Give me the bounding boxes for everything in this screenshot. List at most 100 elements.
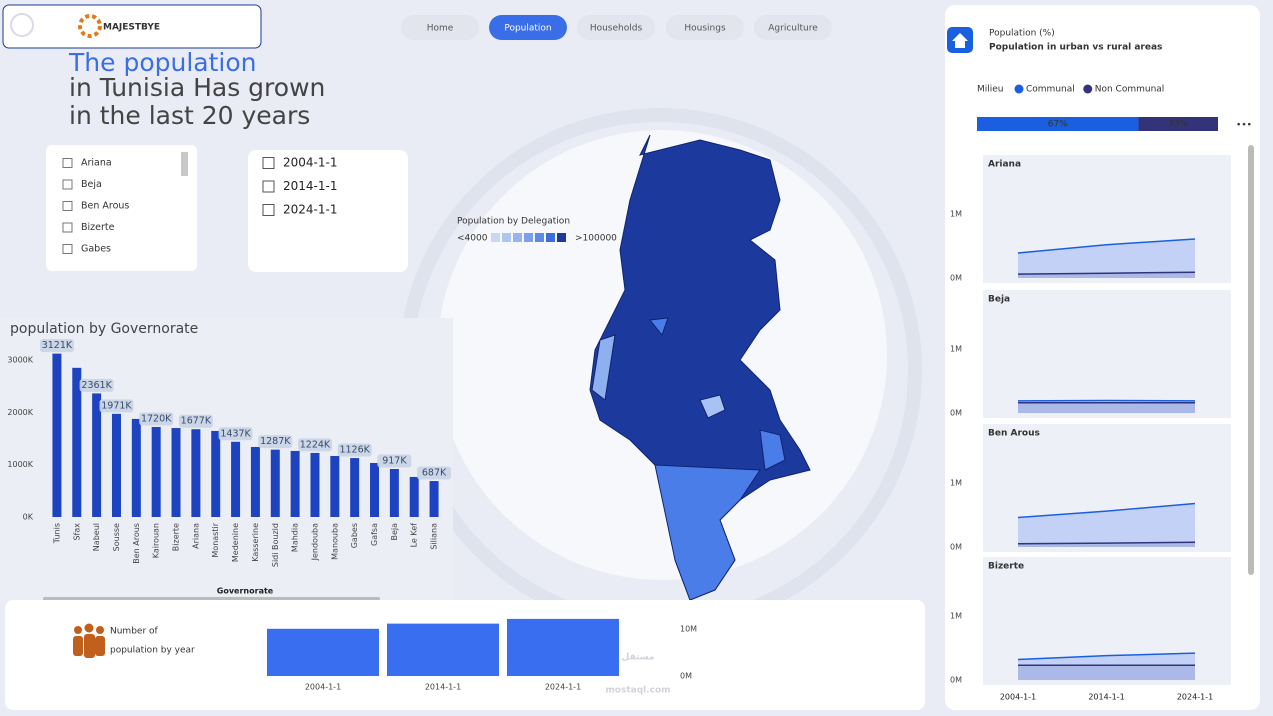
checkbox[interactable] [262, 204, 275, 216]
chart-title: Population in urban vs rural areas [989, 43, 1162, 53]
nav-tab-label: Home [427, 24, 454, 34]
x-tick-label: Kasserine [251, 523, 260, 562]
bar[interactable] [72, 367, 82, 517]
bar[interactable] [290, 450, 300, 517]
bar[interactable] [429, 481, 439, 517]
more-options[interactable]: ••• [1236, 121, 1252, 131]
data-label: 1224K [300, 439, 331, 450]
line[interactable] [1017, 541, 1196, 545]
bar[interactable] [231, 441, 241, 517]
area [1018, 272, 1195, 278]
y-tick-label: 3000K [7, 355, 33, 364]
x-tick-label: Sousse [112, 523, 121, 551]
bar[interactable] [111, 413, 121, 517]
data-label: 33% [1168, 120, 1188, 130]
checkbox[interactable] [62, 179, 73, 190]
y-tick-label: 0M [950, 409, 962, 418]
bar[interactable] [370, 462, 380, 517]
nav-tab[interactable] [754, 15, 832, 40]
y-tick-label: 1000K [7, 460, 33, 469]
x-tick-label: Ariana [191, 523, 200, 549]
logo-text: MAJESTBYE [103, 23, 160, 33]
y-tick-label: 0M [950, 676, 962, 685]
data-label-bg [39, 339, 74, 353]
area [1018, 503, 1195, 547]
bar[interactable] [270, 449, 280, 517]
bar[interactable] [250, 446, 260, 517]
chart-title: population by year [110, 646, 195, 656]
y-tick-label: 0M [950, 274, 962, 283]
legend-title: Milieu [977, 85, 1004, 95]
checkbox[interactable] [262, 180, 275, 193]
governorate-slicer [46, 145, 197, 271]
slicer-item: Ben Arous [81, 201, 129, 212]
line[interactable] [1017, 652, 1196, 661]
checkbox[interactable] [62, 222, 73, 233]
back-button[interactable] [10, 13, 34, 37]
nav-tab[interactable] [666, 15, 744, 40]
legend-swatch [1083, 84, 1093, 94]
data-label-bg [417, 466, 452, 480]
bar-segment[interactable] [1138, 117, 1218, 131]
bar-segment[interactable] [977, 117, 1139, 131]
bar[interactable] [330, 455, 340, 517]
area [1018, 402, 1195, 413]
x-tick-label: 2004-1-1 [1000, 693, 1036, 702]
bar[interactable] [131, 418, 141, 517]
bar[interactable] [350, 458, 360, 517]
checkbox[interactable] [262, 157, 275, 169]
bar[interactable] [92, 393, 102, 517]
checkbox[interactable] [62, 244, 73, 254]
x-tick-label: 2024-1-1 [545, 683, 581, 692]
y-tick-label: 0M [680, 672, 692, 681]
bar[interactable] [191, 429, 201, 517]
line[interactable] [1017, 502, 1196, 519]
slicer-item: Ariana [81, 158, 112, 169]
bar[interactable] [211, 430, 221, 517]
bar[interactable] [52, 353, 62, 517]
x-tick-label: Bizerte [172, 523, 181, 551]
slicer-item: Beja [81, 179, 102, 190]
nav-tab[interactable] [577, 15, 655, 40]
slicer-item: 2024-1-1 [283, 203, 337, 217]
panel-title: Ariana [988, 160, 1021, 170]
x-tick-label: Monastir [211, 522, 220, 557]
y-tick-label: 10M [680, 624, 697, 633]
map-region [654, 464, 761, 601]
checkbox[interactable] [62, 201, 73, 211]
map-region [699, 394, 726, 419]
line[interactable] [1017, 271, 1196, 275]
scrollbar[interactable] [1248, 145, 1254, 575]
data-label: 687K [422, 468, 447, 479]
map-region [759, 429, 786, 471]
data-label-bg [99, 399, 134, 413]
panel-title: Beja [988, 295, 1010, 305]
data-label: 67% [1048, 120, 1068, 130]
data-label-bg [258, 435, 293, 449]
x-tick-label: Gafsa [370, 523, 379, 546]
bar[interactable] [267, 628, 379, 676]
x-tick-label: Sidi Bouzid [271, 523, 280, 567]
bar[interactable] [387, 623, 499, 676]
line[interactable] [1017, 238, 1196, 254]
nav-tab-label: Households [590, 24, 643, 34]
slicer-item: Bizerte [81, 222, 115, 233]
logo-box[interactable] [2, 4, 262, 49]
legend-swatch [1014, 84, 1024, 94]
nav-tab[interactable] [401, 15, 479, 40]
data-label-bg [337, 443, 372, 457]
bar[interactable] [389, 469, 399, 517]
nav-tab[interactable] [489, 15, 567, 40]
chart-title: population by Governorate [10, 321, 198, 337]
panel [983, 290, 1231, 418]
bar[interactable] [171, 428, 181, 517]
bar[interactable] [507, 618, 619, 676]
bar[interactable] [151, 426, 161, 517]
bar[interactable] [310, 452, 320, 517]
checkbox[interactable] [62, 158, 73, 168]
x-tick-label: Beja [390, 523, 399, 541]
scrollbar[interactable] [181, 152, 188, 176]
bar[interactable] [409, 476, 419, 517]
chart-title: Number of [110, 627, 159, 637]
x-tick-label: 2014-1-1 [425, 683, 461, 692]
